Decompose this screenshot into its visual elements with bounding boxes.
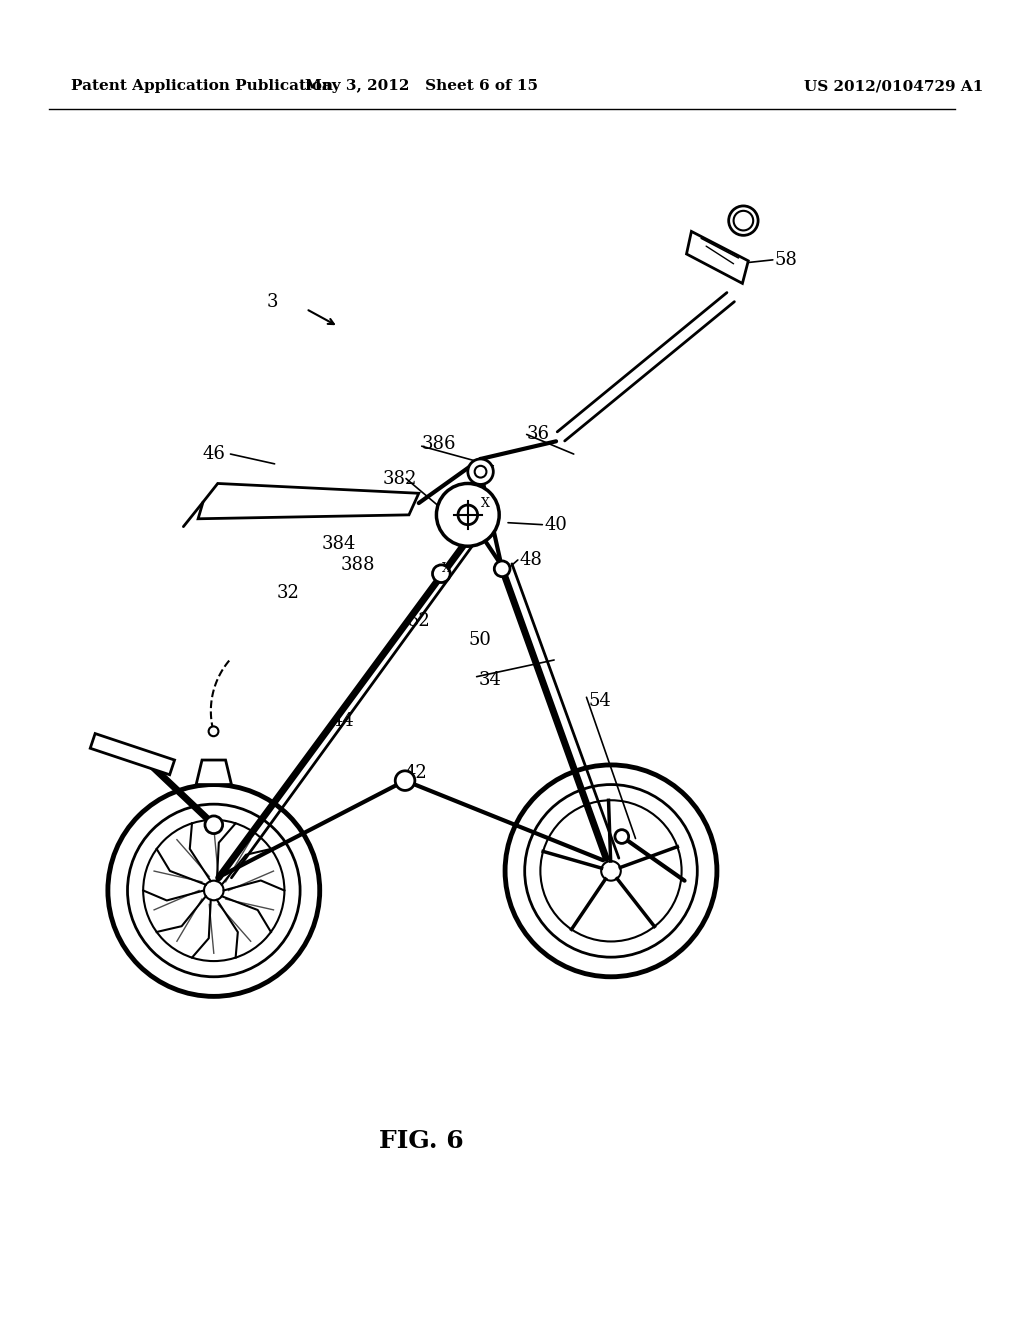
Text: 42: 42 — [404, 764, 427, 781]
Text: 388: 388 — [340, 556, 375, 574]
Text: X: X — [441, 562, 451, 576]
Text: FIG. 6: FIG. 6 — [380, 1129, 464, 1152]
Text: 386: 386 — [422, 436, 457, 453]
Polygon shape — [686, 231, 749, 284]
Text: 54: 54 — [589, 692, 611, 710]
Circle shape — [205, 816, 222, 834]
Circle shape — [128, 804, 300, 977]
Polygon shape — [90, 734, 174, 775]
Circle shape — [458, 506, 477, 524]
Polygon shape — [198, 483, 419, 519]
Circle shape — [143, 820, 285, 961]
Text: Patent Application Publication: Patent Application Publication — [71, 79, 333, 94]
Circle shape — [541, 800, 682, 941]
Text: 48: 48 — [520, 550, 543, 569]
Text: 50: 50 — [469, 631, 492, 649]
Text: 32: 32 — [276, 585, 299, 602]
Circle shape — [468, 459, 494, 484]
Text: 382: 382 — [383, 470, 417, 487]
Text: 384: 384 — [322, 536, 356, 553]
Circle shape — [505, 764, 717, 977]
Text: 52: 52 — [407, 611, 430, 630]
Text: 40: 40 — [545, 516, 567, 533]
Circle shape — [204, 880, 223, 900]
Circle shape — [729, 206, 758, 235]
Circle shape — [475, 466, 486, 478]
Circle shape — [395, 771, 415, 791]
Text: May 3, 2012   Sheet 6 of 15: May 3, 2012 Sheet 6 of 15 — [305, 79, 539, 94]
Text: 36: 36 — [526, 425, 550, 444]
Circle shape — [495, 561, 510, 577]
Circle shape — [432, 565, 451, 582]
Circle shape — [209, 726, 218, 737]
Circle shape — [733, 211, 754, 231]
Text: 3: 3 — [267, 293, 279, 312]
Circle shape — [524, 784, 697, 957]
Text: 44: 44 — [332, 711, 354, 730]
Circle shape — [436, 483, 499, 546]
Text: 34: 34 — [478, 671, 502, 689]
Text: 58: 58 — [775, 251, 798, 269]
Circle shape — [615, 830, 629, 843]
Text: X: X — [481, 496, 489, 510]
Circle shape — [601, 861, 621, 880]
Text: US 2012/0104729 A1: US 2012/0104729 A1 — [804, 79, 984, 94]
Circle shape — [108, 784, 319, 997]
Polygon shape — [197, 760, 231, 784]
Text: 46: 46 — [203, 445, 225, 463]
